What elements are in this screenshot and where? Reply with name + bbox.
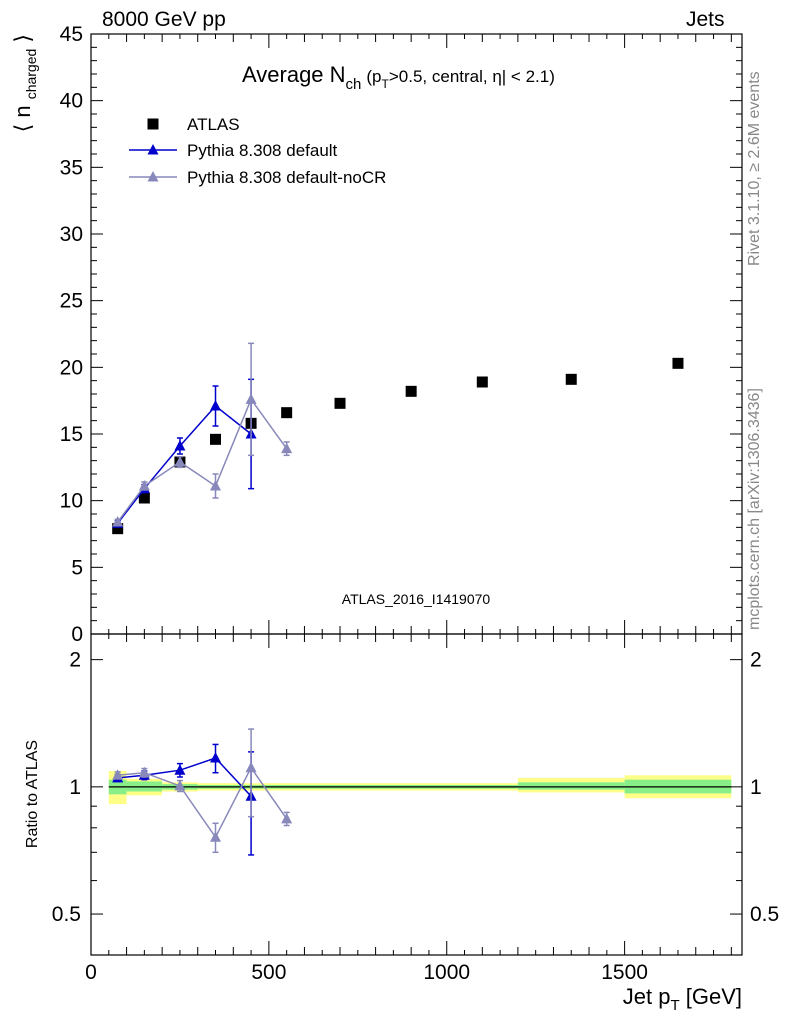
y-tick-label: 45 <box>60 23 83 46</box>
ratio-y-tick-label: 1 <box>69 776 81 799</box>
atlas-data-point <box>210 433 222 445</box>
ratio-pythia-nocr-point <box>138 766 150 778</box>
x-axis-title: Jet pT [GeV] <box>623 984 742 1014</box>
atlas-data-point <box>112 523 124 535</box>
ratio-pythia-nocr-point <box>174 779 186 791</box>
header-energy-label: 8000 GeV pp <box>102 8 226 31</box>
atlas-data-point <box>334 397 346 409</box>
ratio-y-tick-label: 2 <box>69 649 81 672</box>
pythia-default-point <box>210 400 222 411</box>
pythia-nocr-point <box>174 456 186 467</box>
ratio-plot-frame <box>90 633 743 956</box>
y-tick-label: 10 <box>60 490 83 513</box>
y-tick-label: 15 <box>60 423 83 446</box>
ratio-pythia-default-point <box>210 752 222 763</box>
pythia-nocr-point <box>138 480 150 491</box>
y-tick-label: 5 <box>71 556 83 579</box>
ratio-pythia-default-point <box>174 764 186 775</box>
atlas-data-point <box>405 385 417 397</box>
x-tick-label: 1000 <box>423 961 470 984</box>
pythia-nocr-point <box>245 393 257 404</box>
ratio-pythia-nocr-point <box>210 831 222 842</box>
legend-atlas-label: ATLAS <box>187 115 240 134</box>
y-tick-label: 40 <box>60 90 83 113</box>
atlas-data-point <box>565 373 577 385</box>
ratio-y-tick-label-right: 1 <box>750 776 762 799</box>
x-tick-label: 1500 <box>601 961 648 984</box>
ratio-y-tick-label-right: 0.5 <box>750 903 779 926</box>
pythia-nocr-point <box>210 480 222 491</box>
pythia-nocr-line <box>117 397 288 523</box>
header-process-label: Jets <box>686 8 725 31</box>
y-tick-label: 20 <box>60 356 83 379</box>
y-tick-label: 30 <box>60 223 83 246</box>
pythia-default-point <box>174 440 186 451</box>
y-tick-label: 25 <box>60 290 83 313</box>
ratio-pythia-nocr-point <box>112 769 124 780</box>
legend-pythia-nocr-marker <box>147 171 159 182</box>
ratio-y-tick-label-right: 2 <box>750 649 762 672</box>
atlas-data-point <box>476 376 488 388</box>
ratio-y-axis-title: Ratio to ATLAS <box>24 740 41 848</box>
ratio-pythia-nocr-point <box>281 812 293 824</box>
analysis-watermark: ATLAS_2016_I1419070 <box>342 591 491 607</box>
ratio-band-inner <box>517 782 625 790</box>
legend-pythia-nocr-label: Pythia 8.308 default-noCR <box>187 168 386 187</box>
ratio-pythia-nocr-point <box>245 761 257 773</box>
atlas-data-point <box>138 492 150 504</box>
y-axis-title: ⟨ n charged ⟩ <box>10 34 39 132</box>
atlas-data-point <box>672 357 684 369</box>
plot-title: Average Nch (pT>0.5, central, η| < 2.1) <box>242 62 555 93</box>
legend-pythia-default-marker <box>147 144 159 155</box>
y-tick-label: 35 <box>60 156 83 179</box>
pythia-nocr-point <box>112 516 124 527</box>
ratio-pythia-nocr-line <box>117 766 288 839</box>
pythia-nocr-point <box>281 442 293 454</box>
legend-atlas-marker <box>147 118 159 130</box>
ratio-y-tick-label: 0.5 <box>52 903 81 926</box>
atlas-data-point <box>281 407 293 419</box>
legend-pythia-default-label: Pythia 8.308 default <box>187 141 338 160</box>
y-tick-label: 0 <box>71 623 83 646</box>
x-tick-label: 500 <box>251 961 286 984</box>
x-tick-label: 0 <box>85 961 97 984</box>
